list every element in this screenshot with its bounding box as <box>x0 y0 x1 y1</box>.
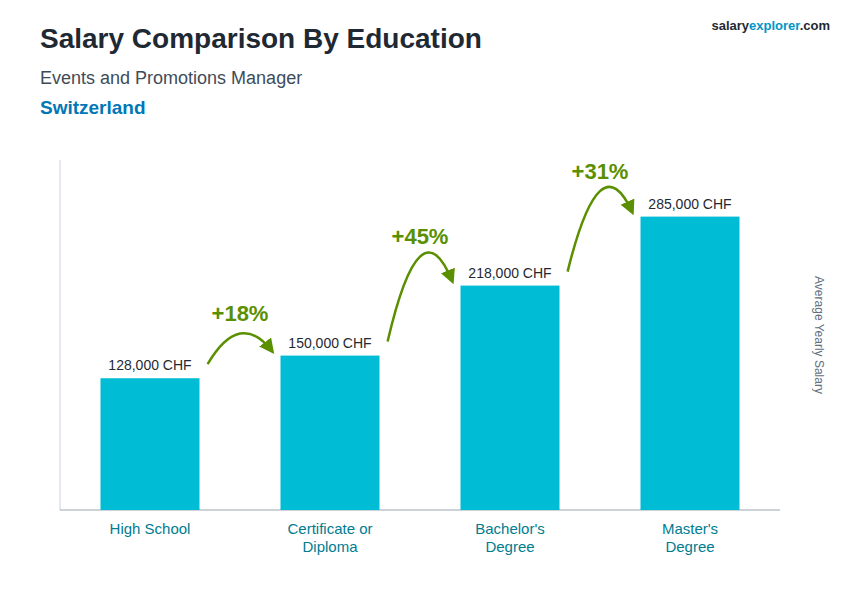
bar <box>641 217 740 510</box>
change-label: +31% <box>572 159 629 184</box>
site-text-part: salary <box>711 18 749 33</box>
bar <box>101 378 200 510</box>
bar <box>461 286 560 510</box>
value-label: 128,000 CHF <box>108 357 191 373</box>
y-axis-label: Average Yearly Salary <box>812 276 826 394</box>
x-tick-label: Master'sDegree <box>662 520 718 555</box>
title: Salary Comparison By Education <box>40 23 482 54</box>
change-arrow <box>388 252 453 341</box>
x-tick-label: Bachelor'sDegree <box>475 520 545 555</box>
subtitle: Events and Promotions Manager <box>40 68 302 88</box>
x-tick-label: Certificate orDiploma <box>287 520 372 555</box>
country: Switzerland <box>40 97 146 118</box>
change-label: +18% <box>212 301 269 326</box>
chart-container: Salary Comparison By Education Events and… <box>0 0 850 606</box>
value-label: 218,000 CHF <box>468 265 551 281</box>
chart-svg: Salary Comparison By Education Events and… <box>0 0 850 606</box>
change-arrow <box>568 187 633 272</box>
site-text: salaryexplorer.com <box>711 18 830 33</box>
change-arrow <box>208 333 273 364</box>
bars <box>101 217 740 510</box>
change-label: +45% <box>392 224 449 249</box>
x-tick-label: High School <box>110 520 191 537</box>
value-label: 285,000 CHF <box>648 196 731 212</box>
site-text-part: .com <box>800 18 830 33</box>
y-axis-line <box>60 160 61 510</box>
value-label: 150,000 CHF <box>288 335 371 351</box>
site-text-part: explorer <box>749 18 800 33</box>
bar <box>281 356 380 510</box>
